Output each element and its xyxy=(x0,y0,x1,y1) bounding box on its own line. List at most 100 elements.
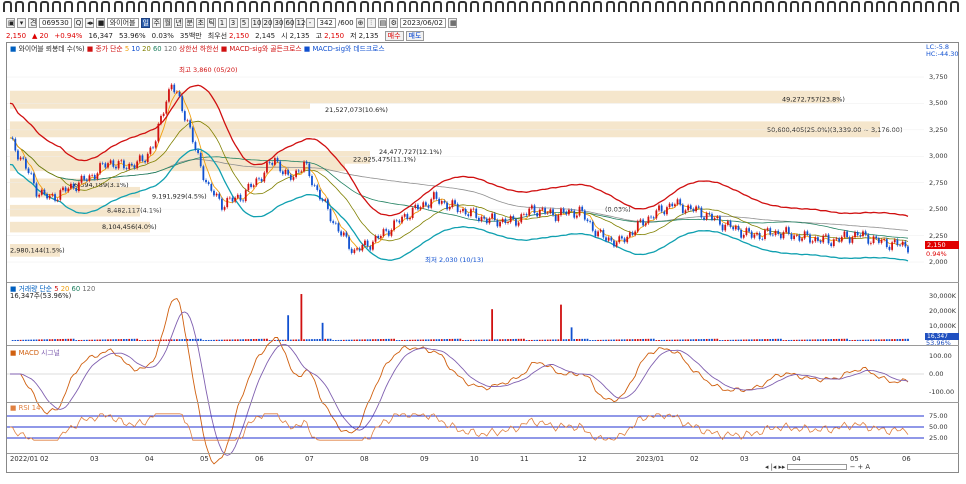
binding-ring xyxy=(221,0,234,12)
volume-profile-bar xyxy=(10,186,140,198)
scroll-start-icon[interactable]: |◂ xyxy=(770,463,777,471)
candle-body xyxy=(247,183,250,191)
candle-body xyxy=(568,209,570,215)
tab-day[interactable]: 일 xyxy=(140,17,150,28)
sell-button[interactable]: 매도 xyxy=(405,30,425,41)
minus-button[interactable]: - xyxy=(305,17,315,28)
search-icon[interactable]: Q xyxy=(73,17,83,28)
settings-icon[interactable]: ⚙ xyxy=(388,17,398,28)
candle-body xyxy=(538,209,541,217)
volume-bar xyxy=(385,338,388,341)
binding-ring xyxy=(504,0,517,12)
volume-profile-bar xyxy=(10,121,880,138)
pane-divider-2[interactable] xyxy=(7,345,959,346)
tab-second[interactable]: 초 xyxy=(195,17,205,28)
candle-body xyxy=(676,199,679,205)
binding-ring xyxy=(726,0,738,12)
date-axis-label: 2022/01 xyxy=(10,455,39,463)
zoom-icon[interactable]: ⊕ xyxy=(355,17,365,28)
volume-bar xyxy=(443,339,446,341)
candle-body xyxy=(112,160,115,167)
scroll-left-icon[interactable]: ◂ xyxy=(765,463,769,471)
volume-bar xyxy=(199,338,202,341)
calendar-icon[interactable]: ▦ xyxy=(447,17,457,28)
volume-bar xyxy=(591,340,594,341)
candle-body xyxy=(851,237,854,243)
candle-body xyxy=(745,228,748,235)
volume-bar xyxy=(210,339,213,341)
volume-bar xyxy=(266,338,268,341)
volume-bar xyxy=(790,339,793,341)
candle-body xyxy=(835,238,838,240)
interval-60[interactable]: 60 xyxy=(283,17,295,28)
price-pane[interactable]: 49,272,757(23.8%)21,527,073(10.6%)50,600… xyxy=(7,43,924,282)
tab-year[interactable]: 년 xyxy=(173,17,183,28)
scrollbar[interactable] xyxy=(787,464,848,470)
symbol-code-input[interactable]: 069530 xyxy=(39,17,72,28)
save-icon[interactable]: ▤ xyxy=(377,17,387,28)
tab-week[interactable]: 주 xyxy=(151,17,161,28)
quote-row: 2,150 ▲ 20 +0.94% 16,347 53.96% 0.03% 35… xyxy=(6,30,436,41)
font-size-icon[interactable]: A xyxy=(865,463,871,471)
interval-5[interactable]: 5 xyxy=(239,17,249,28)
tab-month[interactable]: 월 xyxy=(162,17,172,28)
tab-tick[interactable]: 틱 xyxy=(206,17,216,28)
bar-count-input[interactable]: 342 xyxy=(316,17,336,28)
candle-body xyxy=(856,232,859,236)
volume-bar xyxy=(888,339,891,341)
candle-body xyxy=(329,208,332,222)
zoom-out-icon[interactable]: − xyxy=(849,463,856,471)
interval-3[interactable]: 3 xyxy=(228,17,238,28)
volume-bar xyxy=(191,338,194,341)
menu-button[interactable]: ▣ xyxy=(6,17,15,28)
candle-body xyxy=(811,241,814,243)
candle-body xyxy=(594,230,597,237)
candle-body xyxy=(199,153,202,167)
volume-pane[interactable] xyxy=(7,283,924,345)
dropdown-button[interactable]: ▾ xyxy=(17,17,26,28)
interval-10[interactable]: 10 xyxy=(250,17,262,28)
pane-divider-1[interactable] xyxy=(7,282,959,283)
scroll-end-icon[interactable]: ▸▸ xyxy=(778,463,786,471)
interval-30[interactable]: 30 xyxy=(272,17,284,28)
volume-bar xyxy=(493,339,496,341)
volume-bar xyxy=(830,339,833,341)
interval-1[interactable]: 1 xyxy=(217,17,227,28)
stock-name-field[interactable]: 와이어블 xyxy=(106,17,139,28)
candle-body xyxy=(875,236,878,239)
chart-type-icon[interactable]: ⫶ xyxy=(366,17,376,28)
volume-bar xyxy=(11,340,14,341)
zoom-in-icon[interactable]: + xyxy=(857,463,864,471)
candle-body xyxy=(228,197,231,199)
binding-ring xyxy=(848,0,861,12)
candle-body xyxy=(586,219,589,222)
stock-name-icon[interactable]: ■ xyxy=(95,17,105,28)
candle-body xyxy=(390,229,393,236)
tab-minute[interactable]: 분 xyxy=(184,17,194,28)
volume-bar xyxy=(750,339,753,341)
candle-body xyxy=(803,231,806,239)
candle-body xyxy=(11,137,14,139)
date-input[interactable]: 2023/06/02 xyxy=(399,17,446,28)
rsi-pane[interactable] xyxy=(7,403,924,453)
arrows-icon[interactable]: ◂▸ xyxy=(84,17,94,28)
buy-button[interactable]: 매수 xyxy=(384,30,404,41)
candle-body xyxy=(120,160,123,162)
volume-bar xyxy=(260,338,263,341)
binding-ring xyxy=(123,0,136,12)
volume-bar xyxy=(628,339,631,341)
candle-body xyxy=(287,169,290,175)
candle-body xyxy=(650,216,652,218)
volume-bar xyxy=(313,339,316,341)
volume-profile-label: 6,394,189(3.1%) xyxy=(74,181,129,189)
pane-divider-3[interactable] xyxy=(7,402,959,403)
candle-body xyxy=(319,189,321,200)
interval-120[interactable]: 120 xyxy=(294,17,310,28)
candle-body xyxy=(575,215,578,218)
volume-bar xyxy=(430,339,433,341)
candle-body xyxy=(160,115,162,124)
interval-20[interactable]: 20 xyxy=(261,17,273,28)
macd-pane[interactable] xyxy=(7,297,924,465)
market-selector[interactable]: 견 xyxy=(28,17,37,28)
volume-bar xyxy=(544,339,546,341)
